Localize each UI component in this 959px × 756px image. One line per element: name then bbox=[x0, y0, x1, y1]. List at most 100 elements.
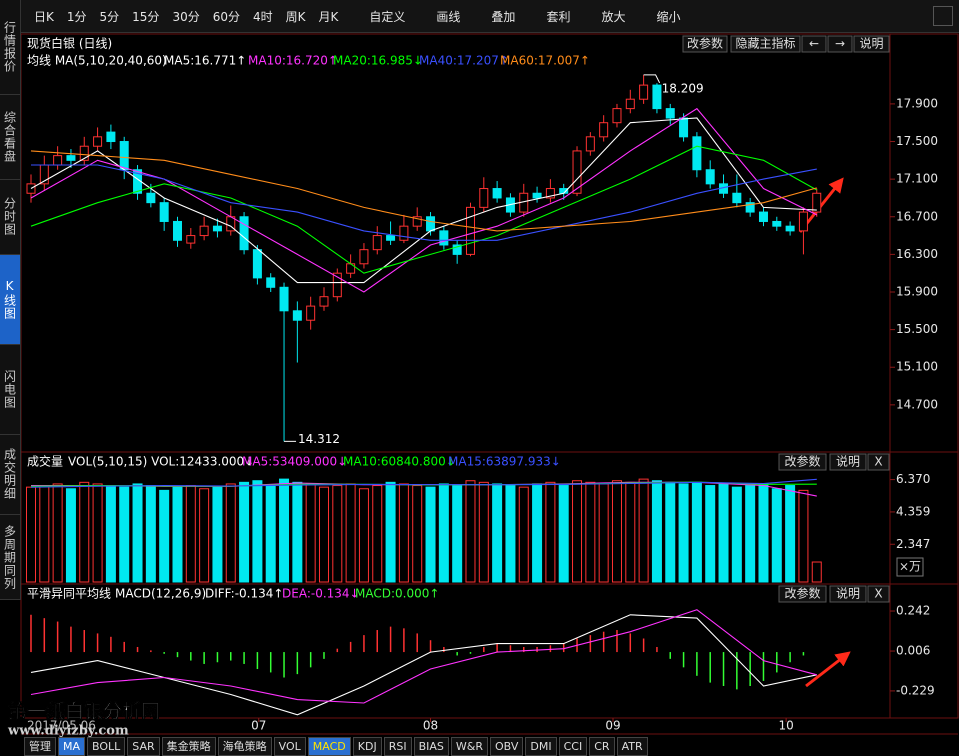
volume-bar bbox=[425, 486, 436, 583]
legend-entry: MA20:16.985↓ bbox=[333, 54, 423, 68]
toolbar-button[interactable]: 1分 bbox=[66, 9, 87, 24]
volume-bar bbox=[372, 485, 383, 583]
toolbar-button[interactable]: 月K bbox=[318, 9, 339, 24]
indicator-tab[interactable]: W&R bbox=[450, 737, 488, 756]
volume-bar bbox=[172, 486, 183, 583]
panel-button-label[interactable]: ← bbox=[809, 37, 819, 51]
panel-button-label[interactable]: X bbox=[874, 455, 882, 469]
indicator-tab[interactable]: MACD bbox=[307, 737, 351, 756]
candle-body bbox=[26, 183, 36, 194]
indicator-tab[interactable]: 管理 bbox=[24, 737, 56, 756]
legend-entry: DEA:-0.134↓ bbox=[282, 587, 360, 601]
panel-button[interactable] bbox=[801, 35, 827, 53]
indicator-line bbox=[30, 478, 817, 488]
volume-bar bbox=[452, 485, 463, 583]
panel-button[interactable] bbox=[829, 453, 867, 471]
candle-body bbox=[785, 225, 795, 232]
panel-button[interactable] bbox=[827, 35, 853, 53]
close-button[interactable] bbox=[933, 6, 953, 26]
sidebar-tab[interactable]: 多周期同列 bbox=[0, 515, 20, 601]
toolbar-button[interactable]: 周K bbox=[285, 9, 306, 24]
volume-bar bbox=[478, 481, 489, 583]
panel-title: 成交量 bbox=[27, 454, 63, 469]
toolbar-button[interactable]: 30分 bbox=[172, 9, 200, 24]
toolbar-button[interactable]: 5分 bbox=[99, 9, 120, 24]
sidebar-tab[interactable]: 成交明细 bbox=[0, 435, 20, 515]
panel-button[interactable] bbox=[853, 35, 890, 53]
panel-button[interactable] bbox=[682, 35, 728, 53]
panel-button[interactable] bbox=[778, 585, 827, 603]
volume-bar bbox=[159, 489, 170, 583]
indicator-tab[interactable]: CR bbox=[589, 737, 615, 756]
sidebar-tab[interactable]: K线图 bbox=[0, 255, 20, 345]
panel-button[interactable] bbox=[778, 453, 827, 471]
sidebar-tab[interactable]: 行情报价 bbox=[0, 0, 20, 95]
panel-button-label[interactable]: 说明 bbox=[836, 586, 860, 601]
candle-body bbox=[545, 188, 555, 199]
toolbar-button[interactable]: 自定义 bbox=[369, 9, 406, 24]
volume-bar bbox=[558, 485, 569, 583]
annotation-arrow bbox=[805, 651, 851, 688]
y-tick-label: 17.100 bbox=[896, 172, 938, 186]
panel-button-label[interactable]: 改参数 bbox=[784, 454, 820, 469]
indicator-tab[interactable]: DMI bbox=[525, 737, 557, 756]
indicator-tab[interactable]: RSI bbox=[383, 737, 412, 756]
volume-bar bbox=[505, 485, 516, 583]
volume-bar bbox=[199, 488, 210, 583]
candle-body bbox=[66, 155, 76, 161]
macd-panel-border bbox=[20, 583, 959, 719]
volume-bar bbox=[758, 483, 769, 583]
indicator-tab[interactable]: KDJ bbox=[352, 737, 382, 756]
toolbar-button[interactable]: 画线 bbox=[436, 9, 461, 24]
indicator-tab[interactable]: 集金策略 bbox=[161, 737, 216, 756]
candle-body bbox=[652, 84, 662, 110]
toolbar-button[interactable]: 放大 bbox=[601, 9, 626, 24]
sidebar-tab[interactable]: 综合看盘 bbox=[0, 95, 20, 180]
indicator-tab[interactable]: ATR bbox=[616, 737, 648, 756]
indicator-tab[interactable]: VOL bbox=[273, 737, 306, 756]
volume-bar bbox=[385, 481, 396, 583]
panel-button[interactable] bbox=[730, 35, 801, 53]
indicator-tab[interactable]: SAR bbox=[127, 737, 160, 756]
indicator-tab[interactable]: BOLL bbox=[87, 737, 126, 756]
legend-entry: MA10:60840.800↓ bbox=[343, 455, 456, 469]
candle-body bbox=[665, 108, 675, 119]
candle-body bbox=[239, 216, 249, 251]
indicator-tab[interactable]: BIAS bbox=[413, 737, 449, 756]
volume-bar bbox=[798, 489, 809, 583]
toolbar-button[interactable]: 日K bbox=[34, 9, 54, 24]
volume-bar bbox=[532, 483, 543, 583]
toolbar-button[interactable]: 缩小 bbox=[656, 9, 681, 24]
panel-button-label[interactable]: 说明 bbox=[859, 36, 883, 51]
indicator-tab[interactable]: OBV bbox=[490, 737, 524, 756]
legend-title: 均线 MA(5,10,20,40,60) bbox=[27, 54, 167, 68]
indicator-tab[interactable]: MA bbox=[58, 737, 86, 756]
indicator-tab[interactable]: CCI bbox=[558, 737, 588, 756]
candle-body bbox=[426, 216, 436, 232]
toolbar-button[interactable]: 15分 bbox=[132, 9, 160, 24]
panel-button[interactable] bbox=[829, 585, 867, 603]
volume-bar bbox=[625, 481, 636, 583]
panel: 成交量 VOL(5,10,15) VOL:12433.000↓MA5:53409.… bbox=[25, 453, 930, 583]
panel-button-label[interactable]: 隐藏主指标 bbox=[735, 36, 795, 51]
volume-bar bbox=[611, 480, 622, 583]
watermark: 第一纸白银分析网 bbox=[8, 700, 160, 723]
sidebar-tab[interactable]: 闪电图 bbox=[0, 345, 20, 435]
panel-button-label[interactable]: 改参数 bbox=[784, 586, 820, 601]
indicator-tab[interactable]: 海龟策略 bbox=[217, 737, 272, 756]
toolbar-button[interactable]: 叠加 bbox=[491, 9, 516, 24]
y-tick-label: 17.500 bbox=[896, 134, 938, 148]
panel-button[interactable] bbox=[867, 453, 890, 471]
toolbar-button[interactable]: 60分 bbox=[212, 9, 240, 24]
panel-button-label[interactable]: 改参数 bbox=[687, 36, 723, 51]
sidebar-tab[interactable]: 分时图 bbox=[0, 180, 20, 256]
volume-bar bbox=[119, 486, 130, 583]
panel-button-label[interactable]: 说明 bbox=[836, 454, 860, 469]
legend-title: MACD(12,26,9) bbox=[115, 587, 206, 601]
y-tick-label: 16.700 bbox=[896, 209, 938, 223]
panel-button[interactable] bbox=[867, 585, 890, 603]
panel-button-label[interactable]: X bbox=[874, 587, 882, 601]
panel-button-label[interactable]: → bbox=[835, 37, 845, 51]
toolbar-button[interactable]: 套利 bbox=[546, 9, 571, 24]
toolbar-button[interactable]: 4时 bbox=[253, 9, 273, 24]
